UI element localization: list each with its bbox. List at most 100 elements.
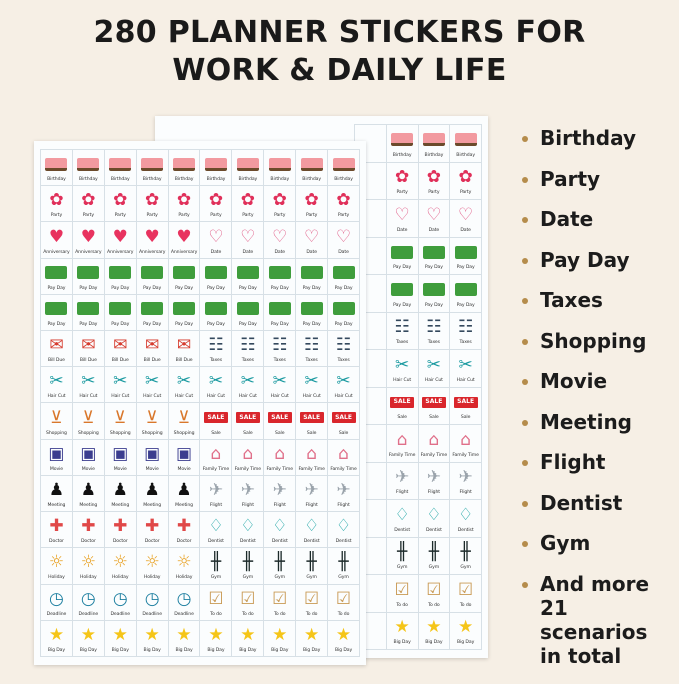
sticker: Pay Day: [264, 258, 297, 295]
sticker-label: Shopping: [77, 430, 99, 436]
scissors-icon: ✂: [208, 371, 224, 392]
dumbbell-icon: ╫: [397, 542, 408, 563]
sticker-label: Meeting: [111, 503, 130, 509]
scenario-list-item: Pay Day: [522, 248, 672, 272]
scenario-label: Taxes: [540, 288, 603, 312]
sticker-label: Pay Day: [111, 321, 130, 327]
sticker: [355, 612, 387, 650]
sticker-label: Flight: [337, 503, 350, 509]
sticker: ✚ Doctor: [136, 512, 169, 549]
sticker-grid: Birthday Birthday Birthday Birthday Birthday…: [40, 149, 360, 657]
meeting-icon: ♟: [176, 480, 192, 501]
sticker: ☷ Taxes: [328, 331, 360, 368]
scissors-icon: ✂: [113, 371, 128, 392]
party-icon: ✿: [426, 167, 441, 188]
clipboard-icon: ☑: [458, 579, 474, 600]
sticker-label: Birthday: [392, 152, 412, 158]
scenario-label: Gym: [540, 531, 591, 555]
money-icon: [109, 298, 132, 320]
sticker: ▣ Movie: [72, 439, 105, 476]
sticker: ★ Big Day: [418, 612, 451, 650]
alarm-clock-icon: ◷: [176, 588, 192, 609]
sale-tag-icon: SALE: [421, 391, 446, 413]
palm-island-icon: ☼: [48, 552, 65, 573]
sticker-label: Pay Day: [270, 321, 289, 327]
sticker: ☷ Taxes: [264, 331, 297, 368]
sticker-label: Hair Cut: [334, 394, 353, 400]
dumbbell-icon: ╫: [460, 542, 471, 563]
sticker: ★ Big Day: [296, 620, 329, 657]
family-house-icon: ⌂: [338, 443, 349, 464]
sticker: ✉ Bill Due: [168, 331, 201, 368]
sticker: ✿ Party: [232, 186, 265, 223]
sticker: ✂ Hair Cut: [450, 350, 482, 388]
sticker: Birthday: [232, 150, 265, 187]
sticker: ♥ Anniversary: [72, 222, 105, 259]
medical-kit-icon: ✚: [176, 516, 192, 537]
sticker-label: Party: [337, 213, 350, 219]
sticker-label: Party: [242, 213, 254, 219]
sticker: ★ Big Day: [328, 620, 360, 657]
sticker-label: Birthday: [424, 152, 444, 158]
sticker: ✿ Party: [72, 186, 105, 223]
scenario-list-item: Dentist: [522, 491, 672, 515]
sticker-label: Pay Day: [143, 285, 162, 291]
sticker-label: Bill Due: [175, 358, 193, 364]
sticker-label: Pay Day: [47, 321, 66, 327]
cart-icon: ⊻: [145, 407, 159, 428]
sticker-label: Movie: [145, 466, 159, 472]
sticker: Birthday: [200, 150, 233, 187]
sticker: ♡ Date: [450, 200, 482, 238]
star-icon: ★: [304, 624, 320, 645]
sticker-label: Hair Cut: [206, 394, 225, 400]
money-icon: [422, 241, 445, 263]
sticker: Birthday: [328, 150, 360, 187]
sticker-label: Dentist: [239, 539, 256, 545]
party-icon: ✿: [49, 190, 64, 211]
sticker-label: Gym: [338, 575, 349, 581]
sticker-label: Dentist: [271, 539, 288, 545]
sticker: ♟ Meeting: [136, 475, 169, 513]
envelope-icon: ✉: [49, 335, 64, 356]
bullet-icon: [522, 136, 528, 142]
sticker-label: To do: [210, 611, 222, 617]
sticker-label: Meeting: [47, 503, 66, 509]
sticker: ♢ Dentist: [418, 500, 451, 538]
sticker: ☑ To do: [232, 584, 265, 621]
sticker: ⊻ Shopping: [41, 403, 73, 440]
sticker-label: Family Time: [266, 466, 293, 472]
sticker-label: Doctor: [112, 539, 128, 545]
meeting-icon: ♟: [80, 480, 96, 501]
sticker: ◷ Deadline: [72, 584, 105, 621]
wine-glasses-icon: ♡: [394, 204, 410, 225]
sticker: ✂ Hair Cut: [296, 367, 329, 404]
sticker: ☑ To do: [296, 584, 329, 621]
sticker-label: Gym: [306, 575, 317, 581]
sticker-label: Taxes: [396, 340, 409, 346]
sticker: Pay Day: [200, 258, 233, 295]
money-icon: [332, 298, 355, 320]
scenario-list-item: Flight: [522, 450, 672, 474]
sticker-label: Sale: [397, 415, 407, 421]
star-icon: ★: [272, 624, 288, 645]
palm-island-icon: ☼: [80, 552, 96, 573]
sticker-label: Pay Day: [175, 321, 193, 327]
star-icon: ★: [394, 617, 410, 638]
sticker: Birthday: [136, 150, 169, 187]
sticker-label: Hair Cut: [238, 394, 257, 400]
money-icon: [204, 262, 227, 284]
sticker: Pay Day: [418, 275, 451, 313]
sticker-label: Movie: [177, 466, 191, 472]
money-icon: [422, 279, 445, 301]
dumbbell-icon: ╫: [274, 552, 285, 573]
sticker: Pay Day: [136, 258, 169, 295]
cake-icon: [109, 153, 132, 175]
sticker: Birthday: [104, 150, 137, 187]
dumbbell-icon: ╫: [306, 552, 317, 573]
sticker-label: Big Day: [207, 647, 225, 653]
sticker: SALE Sale: [200, 403, 233, 440]
sticker-label: Date: [242, 249, 254, 255]
party-icon: ✿: [176, 190, 192, 211]
scissors-icon: ✂: [336, 371, 351, 392]
sticker-label: Deadline: [46, 611, 67, 617]
